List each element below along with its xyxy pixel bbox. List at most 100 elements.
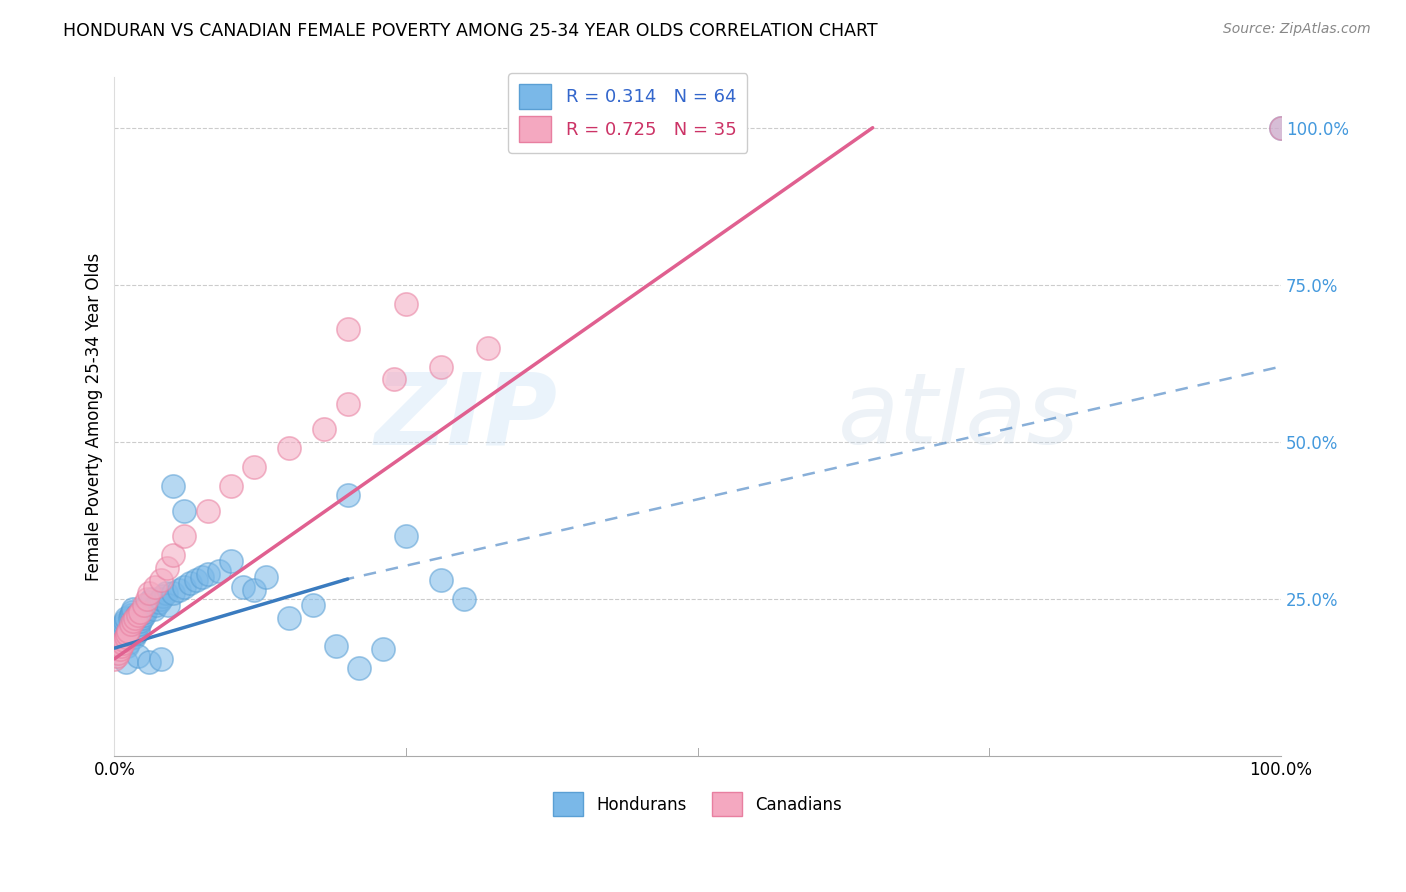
Point <box>117 626 139 640</box>
Point <box>110 642 132 657</box>
Point <box>127 648 149 663</box>
Point <box>184 574 207 588</box>
Point <box>430 574 453 588</box>
Point <box>107 632 129 647</box>
Point <box>112 617 135 632</box>
Point <box>155 586 177 600</box>
Point <box>110 640 132 654</box>
Point <box>150 652 173 666</box>
Point <box>117 640 139 654</box>
Point <box>141 592 163 607</box>
Point <box>191 570 214 584</box>
Point <box>107 646 129 660</box>
Point <box>148 595 170 609</box>
Point <box>395 529 418 543</box>
Point <box>301 599 323 613</box>
Point <box>128 617 150 632</box>
Point <box>131 611 153 625</box>
Point <box>105 648 128 663</box>
Point <box>114 614 136 628</box>
Point <box>254 570 277 584</box>
Point <box>129 605 152 619</box>
Point <box>157 599 180 613</box>
Text: HONDURAN VS CANADIAN FEMALE POVERTY AMONG 25-34 YEAR OLDS CORRELATION CHART: HONDURAN VS CANADIAN FEMALE POVERTY AMON… <box>63 22 877 40</box>
Point <box>118 611 141 625</box>
Point <box>382 372 405 386</box>
Point <box>132 599 155 613</box>
Point <box>162 479 184 493</box>
Point <box>336 488 359 502</box>
Point <box>136 592 159 607</box>
Point <box>173 580 195 594</box>
Point <box>477 341 499 355</box>
Point <box>336 322 359 336</box>
Point <box>135 601 157 615</box>
Point <box>127 624 149 638</box>
Point <box>117 624 139 638</box>
Point <box>145 599 167 613</box>
Point <box>105 636 128 650</box>
Point <box>111 636 134 650</box>
Point <box>156 560 179 574</box>
Point <box>219 554 242 568</box>
Point <box>371 642 394 657</box>
Point <box>136 599 159 613</box>
Point <box>150 592 173 607</box>
Point <box>243 582 266 597</box>
Point <box>138 655 160 669</box>
Point <box>117 636 139 650</box>
Point <box>120 607 142 622</box>
Text: Source: ZipAtlas.com: Source: ZipAtlas.com <box>1223 22 1371 37</box>
Point <box>143 601 166 615</box>
Point <box>197 566 219 581</box>
Point <box>132 607 155 622</box>
Point <box>152 589 174 603</box>
Point <box>179 576 201 591</box>
Point <box>395 296 418 310</box>
Point <box>138 595 160 609</box>
Point <box>122 601 145 615</box>
Point <box>103 640 125 654</box>
Point <box>243 460 266 475</box>
Point <box>111 620 134 634</box>
Point <box>325 640 347 654</box>
Legend: Hondurans, Canadians: Hondurans, Canadians <box>547 786 849 822</box>
Point <box>278 611 301 625</box>
Point <box>115 611 138 625</box>
Point <box>349 661 371 675</box>
Text: atlas: atlas <box>838 368 1080 466</box>
Point <box>138 586 160 600</box>
Point <box>112 632 135 647</box>
Point <box>103 652 125 666</box>
Point <box>1270 120 1292 135</box>
Point <box>129 614 152 628</box>
Point <box>314 422 336 436</box>
Point <box>110 624 132 638</box>
Point <box>162 548 184 562</box>
Point <box>197 504 219 518</box>
Point <box>430 359 453 374</box>
Point <box>208 564 231 578</box>
Y-axis label: Female Poverty Among 25-34 Year Olds: Female Poverty Among 25-34 Year Olds <box>86 252 103 581</box>
Point <box>336 397 359 411</box>
Point <box>121 605 143 619</box>
Point <box>115 630 138 644</box>
Point <box>134 605 156 619</box>
Point <box>124 626 146 640</box>
Point <box>278 442 301 456</box>
Point <box>115 655 138 669</box>
Point <box>162 586 184 600</box>
Point <box>120 617 142 632</box>
Point <box>122 630 145 644</box>
Point <box>167 582 190 597</box>
Point <box>125 607 148 622</box>
Point <box>124 611 146 625</box>
Point <box>122 614 145 628</box>
Point <box>108 630 131 644</box>
Point <box>143 580 166 594</box>
Point <box>219 479 242 493</box>
Point <box>1270 120 1292 135</box>
Point <box>232 580 254 594</box>
Point <box>453 592 475 607</box>
Point <box>127 607 149 622</box>
